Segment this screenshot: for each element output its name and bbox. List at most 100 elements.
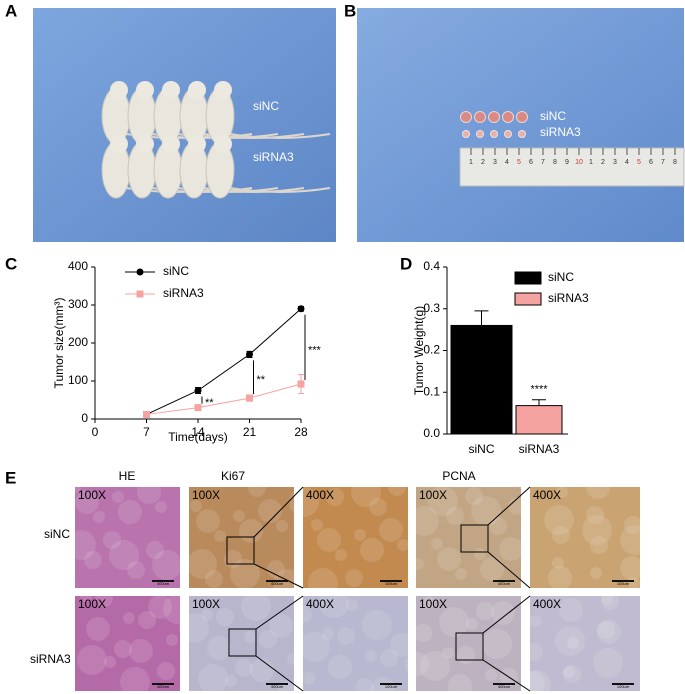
mouse-head (188, 135, 206, 153)
ruler-number: 5 (517, 159, 521, 166)
x-tick-label: 0 (92, 425, 99, 439)
zoom-box (226, 536, 255, 565)
texture (521, 670, 551, 694)
scale-label: 400um (498, 684, 511, 689)
texture (269, 614, 293, 638)
texture (235, 659, 253, 677)
tumor (490, 130, 498, 138)
texture (437, 547, 461, 571)
marker (297, 305, 305, 313)
scale-label: 100um (385, 581, 398, 586)
scale-bar (266, 683, 288, 685)
tumor (460, 111, 472, 123)
mouse-head (188, 81, 206, 99)
legend-label: siNC (163, 264, 189, 278)
texture (397, 539, 409, 551)
mouse-tail (229, 187, 331, 193)
mouse-head (214, 135, 232, 153)
column-header: HE (119, 469, 136, 483)
micrograph (530, 487, 640, 588)
texture (311, 519, 323, 531)
texture (163, 594, 193, 624)
x-tick-label: 28 (294, 425, 308, 439)
texture (346, 599, 358, 611)
y-tick-label: 400 (68, 259, 88, 273)
ruler-number: 8 (553, 159, 557, 166)
texture (196, 509, 220, 533)
panel-label: C (5, 254, 17, 273)
ruler-number: 4 (625, 159, 629, 166)
ruler-number: 6 (529, 159, 533, 166)
x-tick-label: siRNA3 (519, 442, 560, 456)
tumor (474, 111, 486, 123)
bar (515, 405, 563, 435)
texture (75, 490, 99, 514)
tumor (518, 130, 526, 138)
texture (465, 487, 483, 505)
texture (586, 475, 610, 499)
tumor (516, 111, 528, 123)
texture (369, 498, 387, 516)
micrograph (189, 596, 294, 691)
texture (446, 507, 464, 525)
texture (201, 609, 213, 621)
texture (405, 652, 429, 676)
scale-label: 400um (498, 581, 511, 586)
scale-label: 400um (271, 684, 284, 689)
texture (466, 618, 478, 630)
texture (233, 510, 245, 522)
group-label: siNC (253, 99, 279, 113)
texture (294, 605, 312, 623)
texture (525, 643, 543, 661)
tumor (504, 130, 512, 138)
texture (508, 497, 526, 515)
texture (362, 610, 392, 640)
series-line (146, 383, 302, 415)
ruler-number: 6 (649, 159, 653, 166)
scale-label: 100um (385, 684, 398, 689)
texture (471, 496, 501, 526)
magnification-label: 400X (533, 597, 561, 611)
texture (207, 636, 231, 660)
texture (559, 598, 583, 622)
legend-swatch (514, 292, 542, 306)
y-tick-label: 0.4 (423, 259, 440, 273)
texture (428, 486, 458, 516)
texture (420, 651, 450, 681)
texture (95, 589, 113, 607)
ruler-number: 5 (637, 159, 641, 166)
texture (431, 538, 443, 550)
texture (365, 650, 377, 662)
legend-marker (136, 268, 144, 276)
texture (455, 568, 467, 580)
scale-bar (152, 683, 174, 685)
texture (214, 530, 226, 542)
texture (360, 538, 384, 562)
legend-swatch (514, 271, 542, 285)
y-tick-label: 200 (68, 335, 88, 349)
marker (246, 350, 253, 358)
zoom-line (255, 655, 304, 692)
panel-label: B (344, 1, 356, 20)
texture (120, 667, 150, 694)
magnification-label: 100X (192, 597, 220, 611)
texture (556, 486, 568, 498)
texture (499, 537, 523, 561)
texture (354, 529, 366, 541)
texture (597, 620, 621, 644)
tumor (488, 111, 500, 123)
texture (258, 499, 282, 523)
texture (371, 677, 395, 694)
magnification-label: 400X (306, 488, 334, 502)
texture (198, 664, 228, 694)
texture (129, 639, 153, 663)
y-axis-label: Tumor Weight(g) (412, 306, 426, 395)
texture (319, 588, 349, 618)
texture (103, 531, 121, 549)
mouse-head (110, 81, 128, 99)
error-bar (474, 310, 489, 326)
micrograph (75, 487, 180, 588)
scale-bar (380, 683, 402, 685)
micrograph (416, 487, 521, 588)
